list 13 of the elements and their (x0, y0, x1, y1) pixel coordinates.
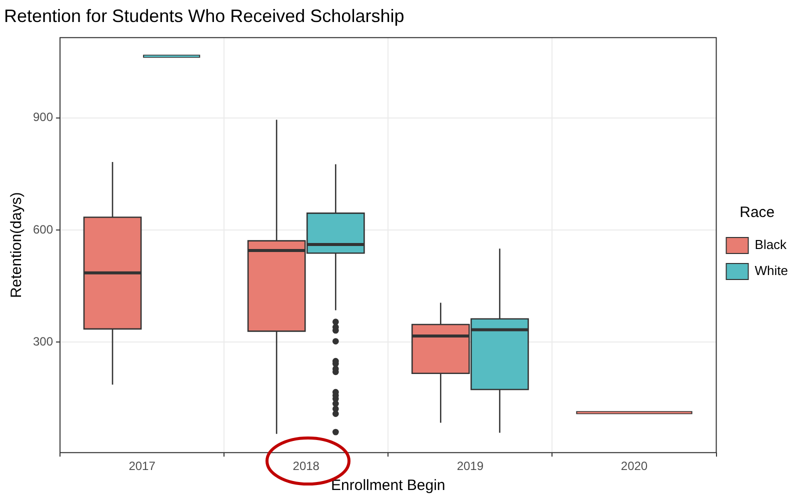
legend-label: White (754, 263, 788, 278)
y-tick-label: 300 (32, 334, 54, 348)
x-tick-label: 2018 (292, 459, 320, 474)
legend-label: Black (754, 237, 788, 252)
x-tick-label: 2017 (128, 459, 156, 474)
x-axis-title: Enrollment Begin (331, 477, 446, 494)
x-tick-label: 2020 (620, 459, 648, 474)
y-tick-label: 900 (32, 110, 54, 124)
chart-title: Retention for Students Who Received Scholarship (4, 6, 404, 26)
y-axis-title: Retention(days) (8, 192, 26, 298)
x-tick-label: 2019 (456, 459, 484, 474)
y-tick-label: 600 (32, 222, 54, 236)
legend-title: Race (740, 204, 775, 222)
